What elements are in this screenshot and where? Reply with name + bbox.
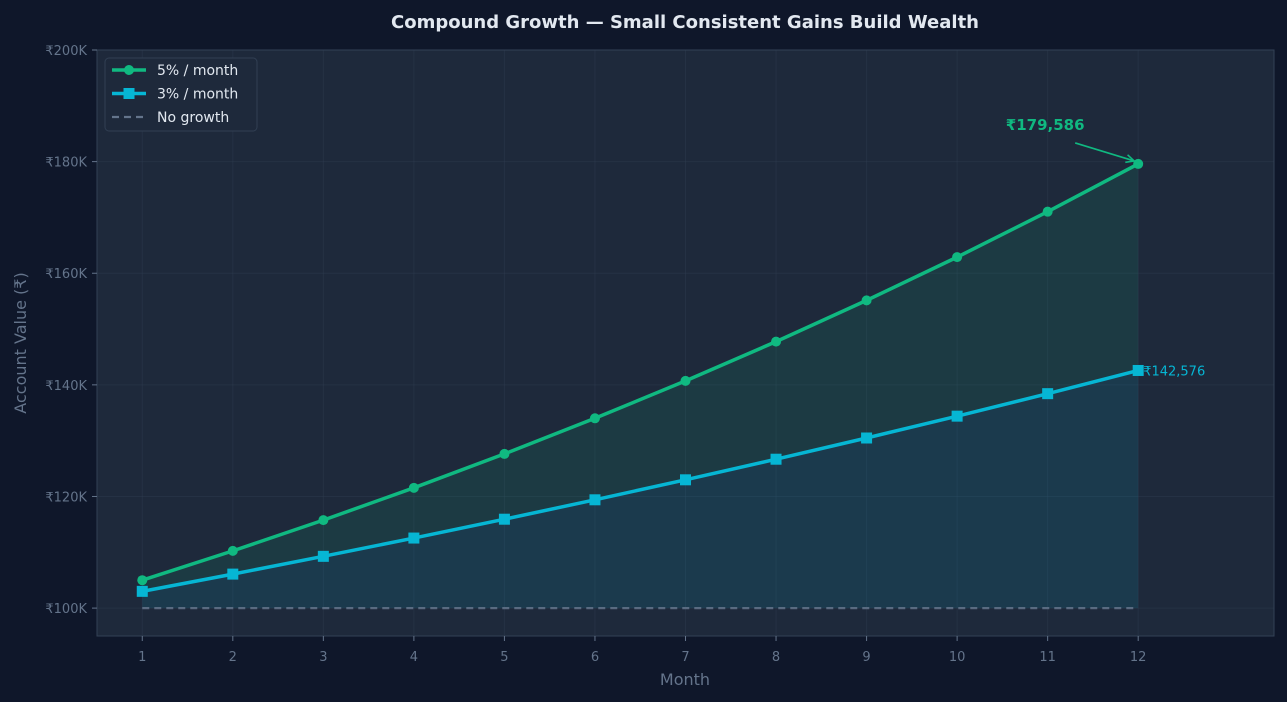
data-point-3-month [589, 494, 601, 506]
data-point-5-month [227, 545, 238, 556]
y-tick-label: ₹200K [45, 44, 87, 59]
legend-label-no-growth: No growth [157, 110, 229, 126]
data-point-5-month [499, 448, 510, 459]
legend: 5% / month 3% / month No growth [104, 57, 258, 132]
series-line-3-month [141, 368, 1139, 594]
y-axis-label: Account Value (₹) [11, 272, 30, 413]
data-point-3-month [951, 410, 963, 422]
data-point-3-month [317, 550, 329, 562]
x-tick-label: 11 [1039, 650, 1056, 665]
data-point-3-month [680, 474, 691, 486]
annotation-label: ₹142,576 [1143, 364, 1205, 379]
data-point-5-month [589, 413, 600, 424]
data-point-5-month [137, 575, 148, 586]
x-axis-ticks: 1 2 3 4 5 6 7 8 9 10 11 12 [138, 636, 1146, 665]
x-tick-label: 8 [772, 650, 780, 665]
data-point-5-month [680, 375, 691, 386]
x-tick-label: 5 [500, 650, 508, 665]
y-tick-label: ₹160K [45, 267, 87, 282]
y-tick-label: ₹120K [45, 490, 87, 505]
legend-label-5-month: 5% / month [157, 63, 238, 79]
data-point-3-month [136, 585, 148, 597]
data-point-3-month [770, 453, 782, 465]
x-axis-label: Month [660, 670, 710, 689]
x-tick-label: 3 [319, 650, 327, 665]
x-tick-label: 2 [229, 650, 237, 665]
y-tick-label: ₹140K [45, 379, 87, 394]
x-tick-label: 7 [681, 650, 689, 665]
y-axis-ticks: ₹100K ₹120K ₹140K ₹160K ₹180K ₹200K [45, 44, 97, 617]
annotation-label: ₹179,586 [1006, 116, 1085, 134]
y-tick-label: ₹180K [45, 156, 87, 171]
data-point-5-month [318, 515, 329, 526]
chart-title: Compound Growth — Small Consistent Gains… [391, 12, 979, 33]
series-line-5-month [141, 162, 1140, 582]
series-lines [141, 162, 1140, 610]
x-tick-label: 9 [862, 650, 870, 665]
x-tick-label: 10 [949, 650, 966, 665]
y-tick-label: ₹100K [45, 602, 87, 617]
plot-area [96, 49, 1275, 637]
data-point-3-month [861, 432, 873, 444]
data-point-5-month [771, 336, 782, 347]
x-tick-label: 6 [591, 650, 599, 665]
data-point-5-month [861, 295, 872, 306]
data-point-3-month [1132, 364, 1144, 376]
annotations: ₹179,586 ₹142,576 [1006, 116, 1205, 380]
x-tick-label: 12 [1130, 650, 1147, 665]
series-markers [136, 158, 1144, 597]
legend-marker-5-month [124, 65, 134, 75]
x-tick-label: 4 [410, 650, 418, 665]
legend-marker-3-month [123, 88, 135, 99]
x-tick-label: 1 [138, 650, 146, 665]
legend-box [104, 57, 258, 132]
data-point-5-month [408, 482, 419, 493]
annotation-arrow [1074, 142, 1135, 162]
data-point-3-month [498, 513, 510, 525]
data-point-3-month [227, 568, 239, 580]
annotation-arrowhead [1125, 154, 1136, 164]
area-fill-3-month [142, 370, 1139, 609]
data-point-5-month [952, 252, 963, 263]
data-point-3-month [1042, 388, 1054, 400]
data-point-3-month [408, 532, 420, 544]
legend-label-3-month: 3% / month [157, 87, 238, 103]
data-point-5-month [1042, 206, 1053, 217]
